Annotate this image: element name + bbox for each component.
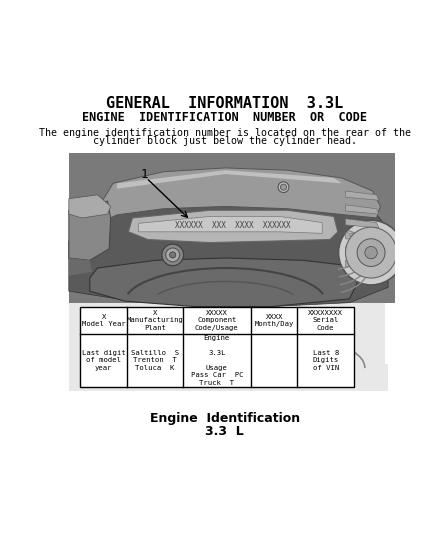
Text: Engine

3.3L

Usage
Pass Car  PC
Truck  T: Engine 3.3L Usage Pass Car PC Truck T [190,335,243,386]
Polygon shape [69,364,387,391]
Polygon shape [69,201,110,260]
Polygon shape [69,152,395,303]
Polygon shape [345,260,378,270]
Text: X
Manufacturing
Plant: X Manufacturing Plant [126,310,183,330]
Polygon shape [345,219,378,228]
Bar [69,152,384,391]
Text: XXXXXXXX
Serial
Code: XXXXXXXX Serial Code [307,310,343,330]
Circle shape [169,252,175,258]
Text: The engine identification number is located on the rear of the: The engine identification number is loca… [39,128,410,138]
Text: XXXXXX  XXX  XXXX  XXXXXX: XXXXXX XXX XXXX XXXXXX [175,221,290,230]
Circle shape [280,184,286,190]
Text: XXXXX
Component
Code/Usage: XXXXX Component Code/Usage [194,310,238,330]
Text: GENERAL  INFORMATION  3.3L: GENERAL INFORMATION 3.3L [106,96,343,111]
Polygon shape [89,258,356,306]
Circle shape [345,227,396,278]
Polygon shape [97,168,379,224]
Text: 3.3  L: 3.3 L [205,425,244,438]
Text: Saltillo  S
Trenton  T
Toluca  K: Saltillo S Trenton T Toluca K [131,350,179,371]
Bar [80,306,353,386]
Text: 1: 1 [140,167,148,181]
Polygon shape [345,205,378,214]
Circle shape [277,182,288,192]
Circle shape [364,246,376,259]
Polygon shape [69,195,110,218]
Polygon shape [345,232,378,242]
Text: Last 8
Digits
of VIN: Last 8 Digits of VIN [312,350,338,371]
Circle shape [338,220,403,285]
Polygon shape [345,191,378,200]
Text: X
Model Year: X Model Year [81,314,125,327]
Circle shape [165,248,179,262]
Text: Engine  Identification: Engine Identification [149,411,299,425]
Text: cylinder block just below the cylinder head.: cylinder block just below the cylinder h… [92,136,356,147]
Polygon shape [128,210,337,243]
Polygon shape [138,216,321,233]
Circle shape [162,244,183,265]
Polygon shape [69,193,387,306]
Polygon shape [69,258,92,276]
Polygon shape [345,246,378,256]
Text: ENGINE  IDENTIFICATION  NUMBER  OR  CODE: ENGINE IDENTIFICATION NUMBER OR CODE [82,110,366,124]
Polygon shape [117,170,341,189]
Text: XXXX
Month/Day: XXXX Month/Day [254,314,293,327]
Text: Last digit
of model
year: Last digit of model year [81,350,125,371]
Circle shape [356,239,384,266]
